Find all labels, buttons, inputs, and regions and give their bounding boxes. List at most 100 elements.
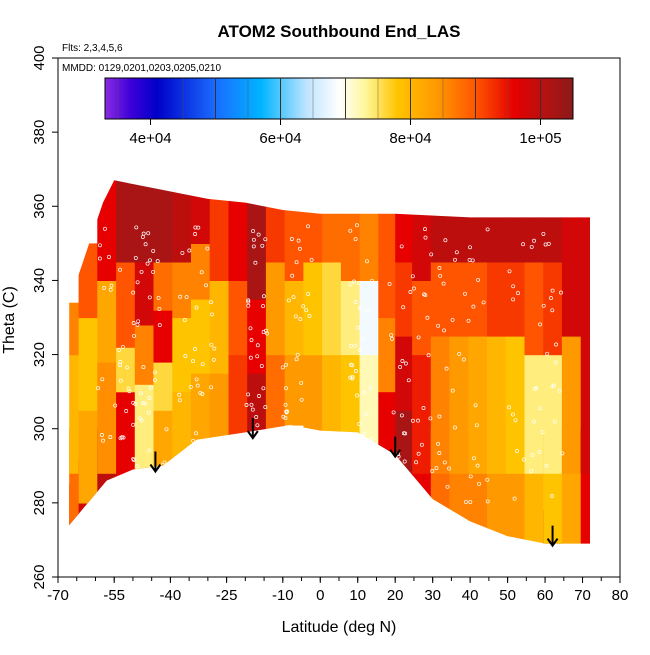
sample-point [261,294,266,299]
colorbar-tick-label: 1e+05 [519,130,561,147]
sample-point [352,279,357,284]
sample-point [255,423,260,428]
sample-point [367,385,372,390]
tropopause-arrow-marker [149,451,162,474]
sample-point [134,495,138,499]
sample-point [428,500,433,505]
sample-point [450,388,455,393]
sample-point [365,477,370,482]
arrow-head [247,430,259,440]
sample-point [299,380,304,385]
heatmap-cell [524,180,544,263]
heatmap-cell [580,180,590,474]
tropopause-arrow-marker [247,418,259,440]
flights-subtitle: Flts: 2,3,4,5,6 [62,43,123,54]
heatmap-cell [378,391,396,496]
sample-point [283,460,288,465]
heatmap-cell [580,428,590,544]
heatmap-cell [505,180,525,263]
sample-point [403,361,408,366]
sample-point [152,370,157,375]
sample-point [353,369,358,373]
sample-point [255,486,260,491]
x-tick-label: -55 [103,587,125,604]
sample-point [209,471,214,476]
sample-point [295,475,300,479]
heatmap-cell [505,336,525,474]
sample-point [348,450,353,455]
tropopause-arrow-marker [546,525,559,548]
sample-point [187,494,192,499]
y-axis: 260 280 300 320 340 360 380 400 [31,45,58,590]
sample-point [507,269,512,274]
sample-point [428,416,433,421]
sample-point [475,463,480,468]
sample-point [289,237,294,241]
sample-point [109,283,114,288]
sample-point [416,418,420,423]
sample-point [388,456,393,460]
sample-point [126,386,131,391]
sample-point [507,405,511,410]
sample-point [357,306,362,310]
heatmap-cell [153,310,173,363]
sample-point [398,365,403,369]
heatmap-cell [228,180,248,281]
sample-point [290,273,295,278]
x-tick-label: -70 [47,587,69,604]
sample-point [131,290,136,295]
sample-point [348,228,353,233]
sample-point [554,342,559,347]
sample-point [306,292,311,296]
sample-point [294,357,299,362]
heatmap-cell [487,180,507,263]
heatmap-cell [430,336,451,474]
sample-point [522,457,526,462]
sample-point [194,431,199,436]
sample-point [549,296,553,301]
heatmap-cell [97,180,117,281]
sample-point [133,255,138,260]
sample-point [430,469,435,473]
sample-point [401,471,405,476]
arrow-head [546,538,559,548]
sample-point [348,282,353,287]
sample-point [199,270,204,275]
sample-point [532,419,536,424]
sample-point [294,499,299,504]
sample-point [193,347,197,351]
sample-point [141,365,146,370]
sample-point [364,411,369,416]
sample-point [423,293,428,298]
sample-point [131,457,136,462]
sample-point [246,298,251,303]
x-tick-label: 40 [462,587,479,604]
x-tick-label: 80 [612,587,629,604]
sample-point [291,295,296,300]
sample-point [423,227,427,232]
heatmap-cell [116,391,136,519]
sample-point [250,407,255,412]
sample-point [348,375,353,380]
sample-point [354,223,359,228]
sample-point [350,376,355,381]
sample-point [361,336,366,341]
y-tick-label: 300 [31,416,48,441]
sample-point [471,456,476,461]
sample-point [200,458,205,462]
sample-point [294,431,299,435]
sample-point [309,257,314,262]
sample-point [146,470,150,475]
sample-point [191,438,196,443]
heatmap-cell [524,354,544,474]
heatmap-cell [191,373,211,485]
sample-point [442,328,447,333]
heatmap-cell [303,180,323,263]
sample-point [365,482,370,487]
sample-point [362,467,366,472]
heatmap-cell [449,336,469,474]
dates-subtitle: MMDD: 0129,0201,0203,0205,0210 [62,63,221,74]
y-tick-label: 280 [31,490,48,515]
sample-point [137,416,142,421]
